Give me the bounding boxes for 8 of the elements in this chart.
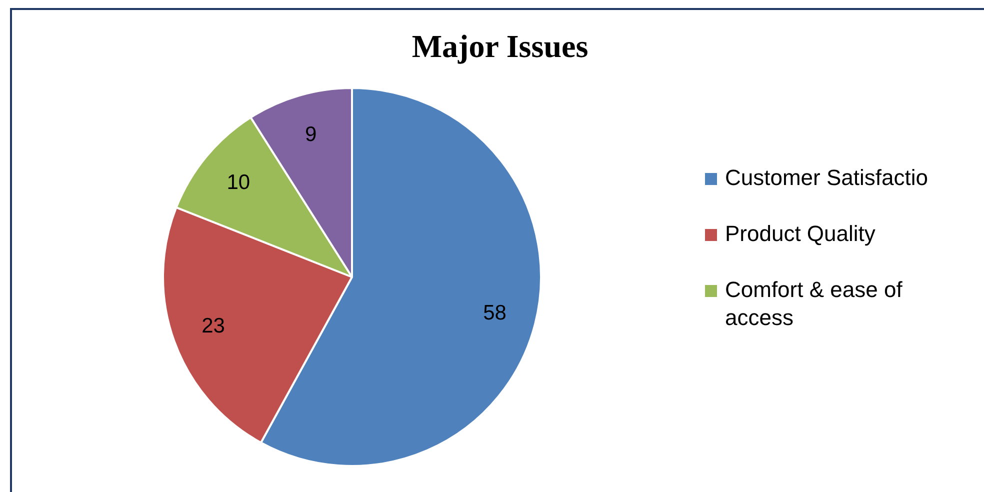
legend-label: Customer Satisfactio bbox=[725, 164, 928, 192]
data-label: 58 bbox=[483, 301, 506, 324]
data-label: 9 bbox=[305, 123, 317, 146]
data-label: 23 bbox=[202, 314, 225, 338]
legend-label: Product Quality bbox=[725, 220, 876, 248]
chart-title: Major Issues bbox=[410, 28, 590, 65]
legend-label: Comfort & ease of access bbox=[725, 276, 904, 332]
data-label: 10 bbox=[226, 170, 250, 194]
